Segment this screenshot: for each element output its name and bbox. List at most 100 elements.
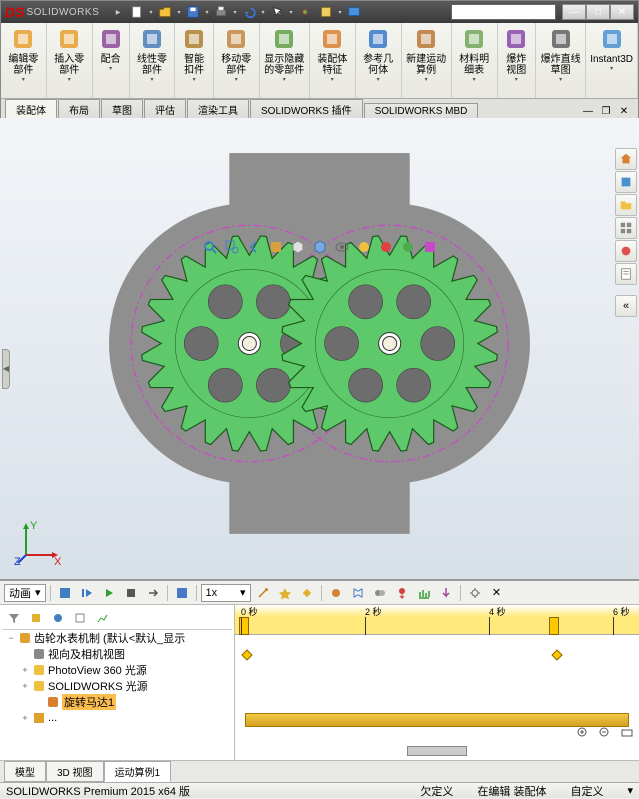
graphics-viewport[interactable]: ◀ « Y X Z bbox=[0, 118, 639, 579]
playback-mode[interactable] bbox=[143, 584, 163, 602]
ribbon-dd[interactable]: ▾ bbox=[283, 76, 286, 83]
dd[interactable]: ▾ bbox=[260, 9, 266, 16]
key-diamond[interactable] bbox=[551, 649, 562, 660]
motor-track[interactable] bbox=[245, 713, 629, 727]
tab-渲染工具[interactable]: 渲染工具 bbox=[187, 99, 249, 118]
print-button[interactable] bbox=[211, 3, 231, 21]
dd[interactable]: ▾ bbox=[148, 9, 154, 16]
ribbon-13[interactable]: Instant3D▾ bbox=[586, 23, 638, 98]
tree-row[interactable]: −齿轮水表机制 (默认<默认_显示 bbox=[2, 630, 232, 646]
filter-icon[interactable] bbox=[4, 609, 24, 627]
scene-icon[interactable] bbox=[353, 237, 375, 257]
render-icon[interactable] bbox=[419, 237, 441, 257]
logo-menu-dd[interactable]: ▶ bbox=[115, 9, 121, 16]
timeline-end-marker[interactable] bbox=[549, 617, 559, 635]
expand-icon[interactable]: + bbox=[20, 665, 30, 675]
ribbon-dd[interactable]: ▾ bbox=[109, 65, 112, 72]
calc-button[interactable] bbox=[55, 584, 75, 602]
ribbon-dd[interactable]: ▾ bbox=[559, 76, 562, 83]
file-explorer-icon[interactable] bbox=[615, 194, 637, 216]
doc-minimize[interactable]: — bbox=[580, 104, 596, 118]
expand-icon[interactable]: + bbox=[20, 681, 30, 691]
ribbon-dd[interactable]: ▾ bbox=[151, 76, 154, 83]
open-file-button[interactable] bbox=[155, 3, 175, 21]
filter-driven-icon[interactable] bbox=[48, 609, 68, 627]
ribbon-0[interactable]: 编辑零部件▾ bbox=[1, 23, 47, 98]
zoom-area-icon[interactable] bbox=[221, 237, 243, 257]
maximize-button[interactable]: □ bbox=[586, 4, 610, 20]
tab-草图[interactable]: 草图 bbox=[101, 99, 143, 118]
addkey-button[interactable] bbox=[297, 584, 317, 602]
filter-sel-icon[interactable] bbox=[70, 609, 90, 627]
stop-button[interactable] bbox=[121, 584, 141, 602]
tab-SOLIDWORKS 插件[interactable]: SOLIDWORKS 插件 bbox=[250, 99, 363, 118]
file-name-combo[interactable]: 齿轮水表机制.SL...▾ bbox=[451, 4, 556, 20]
motor-button[interactable] bbox=[326, 584, 346, 602]
ribbon-dd[interactable]: ▾ bbox=[473, 76, 476, 83]
ribbon-dd[interactable]: ▾ bbox=[515, 76, 518, 83]
contact-button[interactable] bbox=[370, 584, 390, 602]
zoom-fit-tl[interactable] bbox=[617, 724, 637, 742]
doc-restore[interactable]: ❐ bbox=[598, 104, 614, 118]
close-button[interactable]: ✕ bbox=[610, 4, 634, 20]
gravity-button[interactable] bbox=[392, 584, 412, 602]
section-view-icon[interactable] bbox=[265, 237, 287, 257]
new-file-button[interactable] bbox=[127, 3, 147, 21]
ribbon-dd[interactable]: ▾ bbox=[425, 76, 428, 83]
display-style-icon[interactable] bbox=[309, 237, 331, 257]
dd[interactable]: ▾ bbox=[337, 9, 343, 16]
ribbon-dd[interactable]: ▾ bbox=[193, 76, 196, 83]
play-button[interactable] bbox=[99, 584, 119, 602]
tab-装配体[interactable]: 装配体 bbox=[5, 99, 57, 118]
tab-布局[interactable]: 布局 bbox=[58, 99, 100, 118]
motion-tab-0[interactable]: 模型 bbox=[4, 761, 46, 782]
motion-tree[interactable]: −齿轮水表机制 (默认<默认_显示视向及相机视图+PhotoView 360 光… bbox=[0, 605, 235, 760]
home-tab-icon[interactable] bbox=[615, 148, 637, 170]
expand-icon[interactable]: − bbox=[6, 633, 16, 643]
timeline[interactable]: 0 秒2 秒4 秒6 秒 bbox=[235, 605, 639, 760]
filter-res-icon[interactable] bbox=[92, 609, 112, 627]
dd[interactable]: ▾ bbox=[232, 9, 238, 16]
force-button[interactable] bbox=[436, 584, 456, 602]
appearances-icon[interactable] bbox=[615, 240, 637, 262]
ribbon-12[interactable]: 爆炸直线草图▾ bbox=[536, 23, 586, 98]
spring-button[interactable] bbox=[348, 584, 368, 602]
dd[interactable]: ▾ bbox=[176, 9, 182, 16]
options-button[interactable] bbox=[316, 3, 336, 21]
filter-anim-icon[interactable] bbox=[26, 609, 46, 627]
ribbon-8[interactable]: 参考几何体▾ bbox=[356, 23, 402, 98]
ribbon-9[interactable]: 新建运动算例▾ bbox=[402, 23, 452, 98]
tree-row[interactable]: +PhotoView 360 光源 bbox=[2, 662, 232, 678]
flyout-handle[interactable]: ◀ bbox=[2, 349, 10, 389]
anim-wizard-button[interactable] bbox=[253, 584, 273, 602]
ribbon-dd[interactable]: ▾ bbox=[68, 76, 71, 83]
view-palette-icon[interactable] bbox=[615, 217, 637, 239]
status-dd[interactable]: ▾ bbox=[627, 784, 633, 797]
speed-combo[interactable]: 1x▾ bbox=[201, 584, 251, 602]
undo-button[interactable] bbox=[239, 3, 259, 21]
zoom-fit-icon[interactable] bbox=[199, 237, 221, 257]
collapse-button[interactable]: ✕ bbox=[487, 584, 507, 602]
appearance-icon[interactable] bbox=[375, 237, 397, 257]
tab-SOLIDWORKS MBD[interactable]: SOLIDWORKS MBD bbox=[364, 103, 479, 118]
dd[interactable]: ▾ bbox=[288, 9, 294, 16]
ribbon-3[interactable]: 线性零部件▾ bbox=[130, 23, 176, 98]
zoom-in-tl[interactable] bbox=[573, 724, 593, 742]
save-button[interactable] bbox=[183, 3, 203, 21]
ribbon-11[interactable]: 爆炸视图▾ bbox=[498, 23, 536, 98]
ribbon-dd[interactable]: ▾ bbox=[610, 65, 613, 72]
select-button[interactable] bbox=[267, 3, 287, 21]
prev-view-icon[interactable] bbox=[243, 237, 265, 257]
ribbon-5[interactable]: 移动零部件▾ bbox=[214, 23, 260, 98]
tree-row[interactable]: 旋转马达1 bbox=[2, 694, 232, 710]
autokey-button[interactable] bbox=[275, 584, 295, 602]
hide-show-icon[interactable] bbox=[331, 237, 353, 257]
dd[interactable]: ▾ bbox=[204, 9, 210, 16]
tree-row[interactable]: +SOLIDWORKS 光源 bbox=[2, 678, 232, 694]
tree-row[interactable]: +... bbox=[2, 710, 232, 726]
minimize-button[interactable]: — bbox=[562, 4, 586, 20]
settings-button[interactable] bbox=[465, 584, 485, 602]
timeline-hscroll[interactable] bbox=[235, 744, 639, 758]
doc-close[interactable]: ✕ bbox=[616, 104, 632, 118]
view-orient-icon[interactable] bbox=[287, 237, 309, 257]
